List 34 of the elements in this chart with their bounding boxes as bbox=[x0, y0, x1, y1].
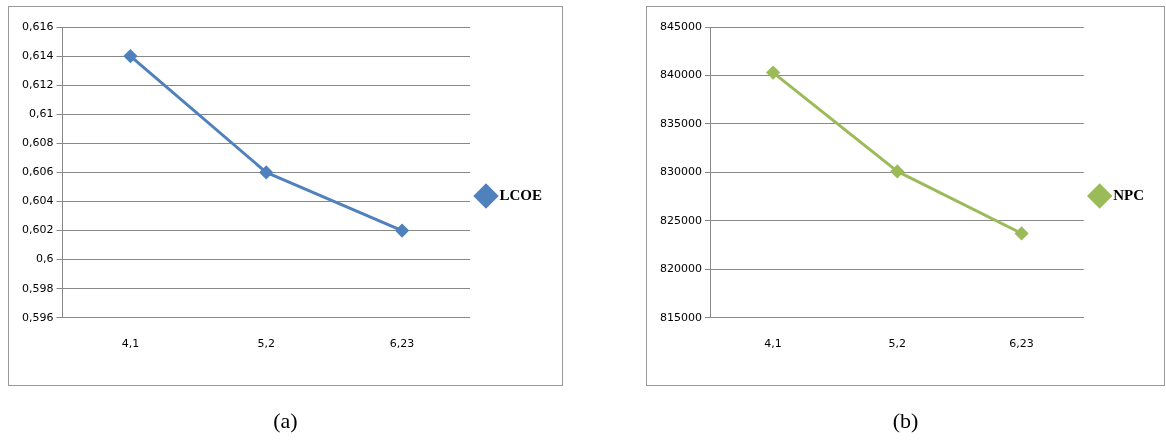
point bbox=[123, 49, 137, 63]
point bbox=[890, 164, 904, 178]
y-tick-label: 0,616 bbox=[21, 19, 54, 33]
y-tick-label: 820000 bbox=[659, 262, 702, 276]
point bbox=[259, 165, 273, 179]
point bbox=[1015, 226, 1029, 240]
text: (b) bbox=[891, 408, 920, 434]
y-tick-label: 0,604 bbox=[21, 194, 54, 208]
y-tick-label: 835000 bbox=[659, 116, 702, 130]
x-tick-label: 4,1 bbox=[121, 337, 140, 351]
y-tick-label: 815000 bbox=[659, 310, 702, 324]
y-tick-label: 0,61 bbox=[28, 107, 54, 121]
y-tick-label: 845000 bbox=[659, 19, 702, 33]
y-tick-label: 825000 bbox=[659, 213, 702, 227]
x-tick-label: 6,23 bbox=[1009, 337, 1034, 351]
y-tick-label: 0,602 bbox=[21, 223, 54, 237]
y-tick-label: 0,606 bbox=[21, 165, 54, 179]
y-tick-label: 0,614 bbox=[21, 48, 54, 62]
legend-label: NPC bbox=[1113, 186, 1144, 203]
x-tick-label: 6,23 bbox=[389, 337, 415, 351]
point bbox=[766, 66, 780, 80]
y-tick-label: 0,612 bbox=[21, 78, 54, 92]
legend-label: LCOE bbox=[499, 186, 543, 203]
x-tick-label: 5,2 bbox=[888, 337, 907, 351]
point bbox=[395, 224, 409, 238]
y-tick-label: 0,608 bbox=[21, 136, 54, 150]
x-tick-label: 4,1 bbox=[764, 337, 782, 351]
x-tick-label: 5,2 bbox=[257, 337, 275, 351]
y-tick-label: 0,598 bbox=[21, 281, 54, 295]
y-tick-label: 830000 bbox=[659, 165, 702, 179]
y-tick-label: 0,6 bbox=[35, 252, 54, 266]
y-tick-label: 840000 bbox=[659, 68, 702, 82]
y-tick-label: 0,596 bbox=[21, 310, 54, 324]
text: (a) bbox=[272, 408, 299, 434]
